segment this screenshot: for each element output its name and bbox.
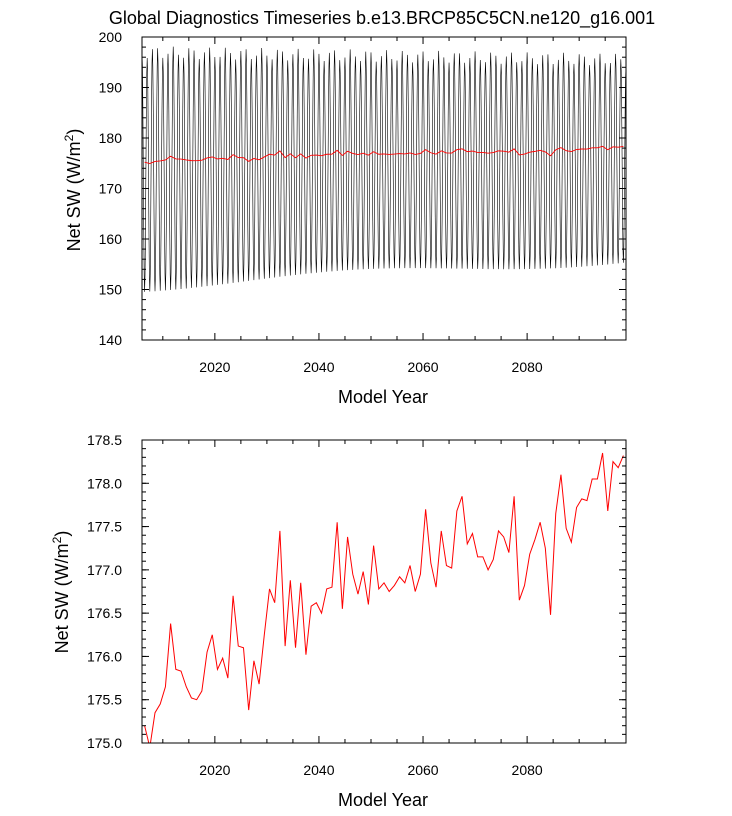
top-y-tick-label: 150 (99, 282, 123, 298)
bottom-y-axis-label-text: Net SW (W/m (52, 543, 72, 653)
top-y-tick-label: 190 (99, 80, 123, 96)
bottom-annual-series-line (144, 452, 624, 743)
top-panel: 2020 2040 2060 2080 140 150 160 170 180 190 200 M… (62, 29, 627, 407)
top-y-axis-label-text: Net SW (W/m (64, 141, 84, 251)
bottom-y-tick-label: 176.0 (87, 648, 122, 664)
bottom-series-group (144, 452, 624, 743)
top-y-tick-label: 200 (99, 29, 123, 45)
bottom-y-axis-label-close: ) (52, 531, 72, 537)
top-x-tick-label: 2020 (199, 359, 230, 375)
bottom-y-tick-label: 177.5 (87, 519, 122, 535)
top-x-tick-label: 2060 (407, 359, 438, 375)
top-y-tick-label: 160 (99, 231, 123, 247)
bottom-x-tick-label: 2040 (303, 762, 334, 778)
bottom-x-tick-label: 2020 (199, 762, 230, 778)
bottom-x-axis-label: Model Year (338, 790, 428, 810)
bottom-y-axis-label-sup: 2 (50, 536, 64, 543)
top-x-tick-label: 2040 (303, 359, 334, 375)
bottom-y-tick-label: 178.5 (87, 432, 122, 448)
top-monthly-series-line (141, 46, 627, 292)
bottom-y-tick-label: 176.5 (87, 605, 122, 621)
bottom-x-tick-label: 2060 (407, 762, 438, 778)
bottom-x-axis: 2020 2040 2060 2080 (162, 440, 606, 778)
bottom-y-axis-label: Net SW (W/m2) (50, 531, 72, 654)
top-x-tick-label: 2080 (512, 359, 543, 375)
top-y-axis-label-sup: 2 (62, 134, 76, 141)
top-y-tick-label: 140 (99, 332, 123, 348)
chart-title: Global Diagnostics Timeseries b.e13.BRCP… (109, 8, 655, 29)
top-x-axis-label: Model Year (338, 387, 428, 407)
top-y-axis-label-close: ) (64, 129, 84, 135)
bottom-y-tick-label: 178.0 (87, 475, 122, 491)
top-x-axis: 2020 2040 2060 2080 (162, 37, 606, 375)
top-y-tick-label: 170 (99, 181, 123, 197)
top-y-tick-label: 180 (99, 130, 123, 146)
bottom-panel: 2020 2040 2060 2080 175.0 175.5 176.0 176.5 177… (50, 432, 627, 810)
bottom-y-axis: 175.0 175.5 176.0 176.5 177.0 177.5 178.0 178.5 (87, 432, 626, 751)
top-y-axis: 140 150 160 170 180 190 200 (99, 29, 626, 348)
top-y-axis-label: Net SW (W/m2) (62, 129, 84, 252)
top-series-group (141, 46, 627, 292)
bottom-y-tick-label: 177.0 (87, 562, 122, 578)
bottom-x-tick-label: 2080 (512, 762, 543, 778)
top-annual-series-line (144, 145, 624, 164)
bottom-y-tick-label: 175.0 (87, 735, 122, 751)
bottom-plot-frame (141, 439, 627, 744)
bottom-y-tick-label: 175.5 (87, 692, 122, 708)
